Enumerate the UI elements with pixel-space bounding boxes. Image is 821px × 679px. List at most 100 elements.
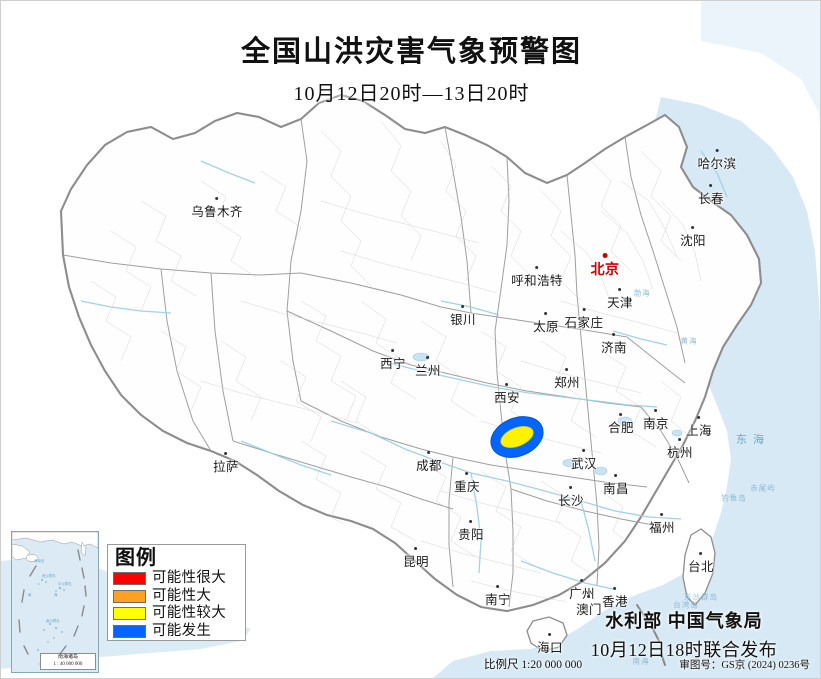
city-dot-icon — [469, 520, 473, 523]
nine-dash-line — [636, 604, 666, 666]
city-name: 重庆 — [454, 480, 480, 494]
city-name: 南京 — [643, 417, 669, 431]
legend-item: 可能性大 — [113, 588, 241, 605]
city-dot-icon — [391, 349, 395, 352]
legend-title: 图例 — [115, 547, 157, 569]
map-scale: 比例尺 1:20 000 000 — [484, 659, 583, 671]
city-name: 北京 — [590, 263, 620, 278]
city-dot-icon — [414, 547, 418, 550]
city-name: 呼和浩特 — [511, 274, 563, 288]
legend-item-label: 可能性较大 — [152, 605, 226, 621]
city-label-capital: 北京 — [591, 253, 620, 279]
legend-rows: 可能性很大可能性大 可能性较大 可能发生 — [113, 570, 241, 640]
city-dot-icon — [619, 413, 623, 416]
city-dot-icon — [660, 513, 664, 516]
footer-strip: 比例尺 1:20 000 000 审图号：GS京 (2024) 0236号 — [1, 656, 820, 672]
inset-scale-ratio: 1 : 40 000 000 — [53, 661, 83, 667]
sea-label: 黄海 — [680, 336, 698, 346]
city-name: 南宁 — [485, 593, 511, 607]
city-name: 哈尔滨 — [697, 157, 737, 171]
city-dot-icon — [618, 288, 622, 291]
city-dot-icon — [224, 452, 228, 455]
city-name: 拉萨 — [213, 460, 239, 474]
city-name: 武汉 — [571, 457, 597, 471]
warning-area-layer — [490, 416, 544, 458]
city-dot-icon — [582, 449, 586, 452]
city-dot-icon — [715, 149, 719, 152]
sea-label: 东沙群岛 — [684, 592, 718, 602]
city-name: 福州 — [649, 521, 675, 535]
city-label-city: 济南 — [601, 333, 627, 356]
city-name: 郑州 — [554, 376, 580, 390]
city-dot-icon — [505, 383, 509, 386]
city-dot-icon — [535, 266, 539, 269]
city-label-city: 香港 — [602, 587, 628, 610]
city-label-city: 长春 — [698, 184, 724, 207]
city-label-city: 昆明 — [403, 547, 429, 570]
city-name: 银川 — [450, 313, 476, 327]
approval-number: 审图号：GS京 (2024) 0236号 — [679, 660, 810, 671]
issuer-block: 水利部 中国气象局 10月12日18时联合发布 — [562, 607, 806, 662]
city-name: 石家庄 — [564, 316, 604, 330]
city-label-city: 南京 — [643, 409, 669, 432]
city-label-city: 石家庄 — [565, 308, 604, 331]
city-name: 兰州 — [415, 364, 441, 378]
inset-name: 南海诸岛 — [57, 655, 78, 660]
legend-color-swatch — [113, 572, 146, 585]
city-label-city: 上海 — [686, 416, 712, 439]
legend-color-swatch — [113, 589, 146, 603]
city-name: 沈阳 — [680, 234, 706, 248]
svg-text:南: 南 — [28, 592, 32, 597]
city-label-city: 合肥 — [608, 413, 634, 436]
city-label-city: 南宁 — [485, 585, 511, 608]
city-label-city: 乌鲁木齐 — [191, 197, 243, 220]
city-name: 天津 — [607, 296, 633, 310]
svg-text:海: 海 — [54, 592, 58, 597]
city-label-city: 呼和浩特 — [511, 266, 563, 289]
legend-item-label: 可能性很大 — [152, 570, 226, 586]
city-dot-icon — [709, 184, 713, 187]
city-label-city: 贵阳 — [458, 520, 484, 543]
city-label-city: 海口 — [537, 633, 563, 656]
city-label-city: 重庆 — [454, 472, 480, 495]
city-dot-icon — [548, 633, 552, 636]
lake-layer — [412, 352, 683, 476]
city-dot-icon — [565, 368, 569, 371]
city-label-city: 西安 — [494, 383, 520, 406]
city-name: 乌鲁木齐 — [191, 205, 243, 219]
legend-item: 可能发生 — [113, 623, 241, 640]
city-dot-icon — [215, 197, 219, 200]
warning-area-yellow — [500, 426, 534, 448]
islands-layer — [526, 528, 716, 652]
city-name: 太原 — [533, 320, 559, 334]
city-label-city: 天津 — [607, 288, 633, 311]
city-label-city: 杭州 — [667, 438, 693, 461]
city-name: 长春 — [698, 192, 724, 206]
city-dot-icon — [582, 308, 586, 311]
city-label-city: 武汉 — [571, 449, 597, 472]
south-china-sea-inset: 西沙群岛 中沙群岛 南沙群岛 海南岛 南 海 南海诸岛 1 : 40 000 00… — [11, 531, 99, 673]
city-dot-icon — [691, 226, 695, 229]
city-dot-icon — [587, 595, 591, 598]
sea-label: 台湾岛 — [673, 600, 699, 610]
city-name: 贵阳 — [458, 528, 484, 542]
city-label-city: 兰州 — [415, 356, 441, 379]
city-name: 长沙 — [558, 494, 584, 508]
city-label-city: 成都 — [416, 451, 442, 474]
city-dot-icon — [613, 587, 617, 590]
river-layer — [80, 150, 728, 590]
county-boundaries — [90, 120, 702, 606]
city-name: 西安 — [494, 391, 520, 405]
sea-label: 东海 — [736, 434, 770, 446]
city-label-city: 台北 — [688, 552, 714, 575]
city-label-city: 南昌 — [603, 474, 629, 497]
city-name: 杭州 — [667, 446, 693, 460]
city-label-city: 福州 — [649, 513, 675, 536]
landmass-layer — [59, 93, 763, 613]
release-time: 10月12日18时联合发布 — [590, 640, 778, 660]
city-dot-icon — [427, 451, 431, 454]
legend-item-label: 可能发生 — [152, 622, 212, 639]
sea-label: 赤尾屿 — [750, 483, 776, 493]
city-dot-icon — [465, 472, 469, 475]
